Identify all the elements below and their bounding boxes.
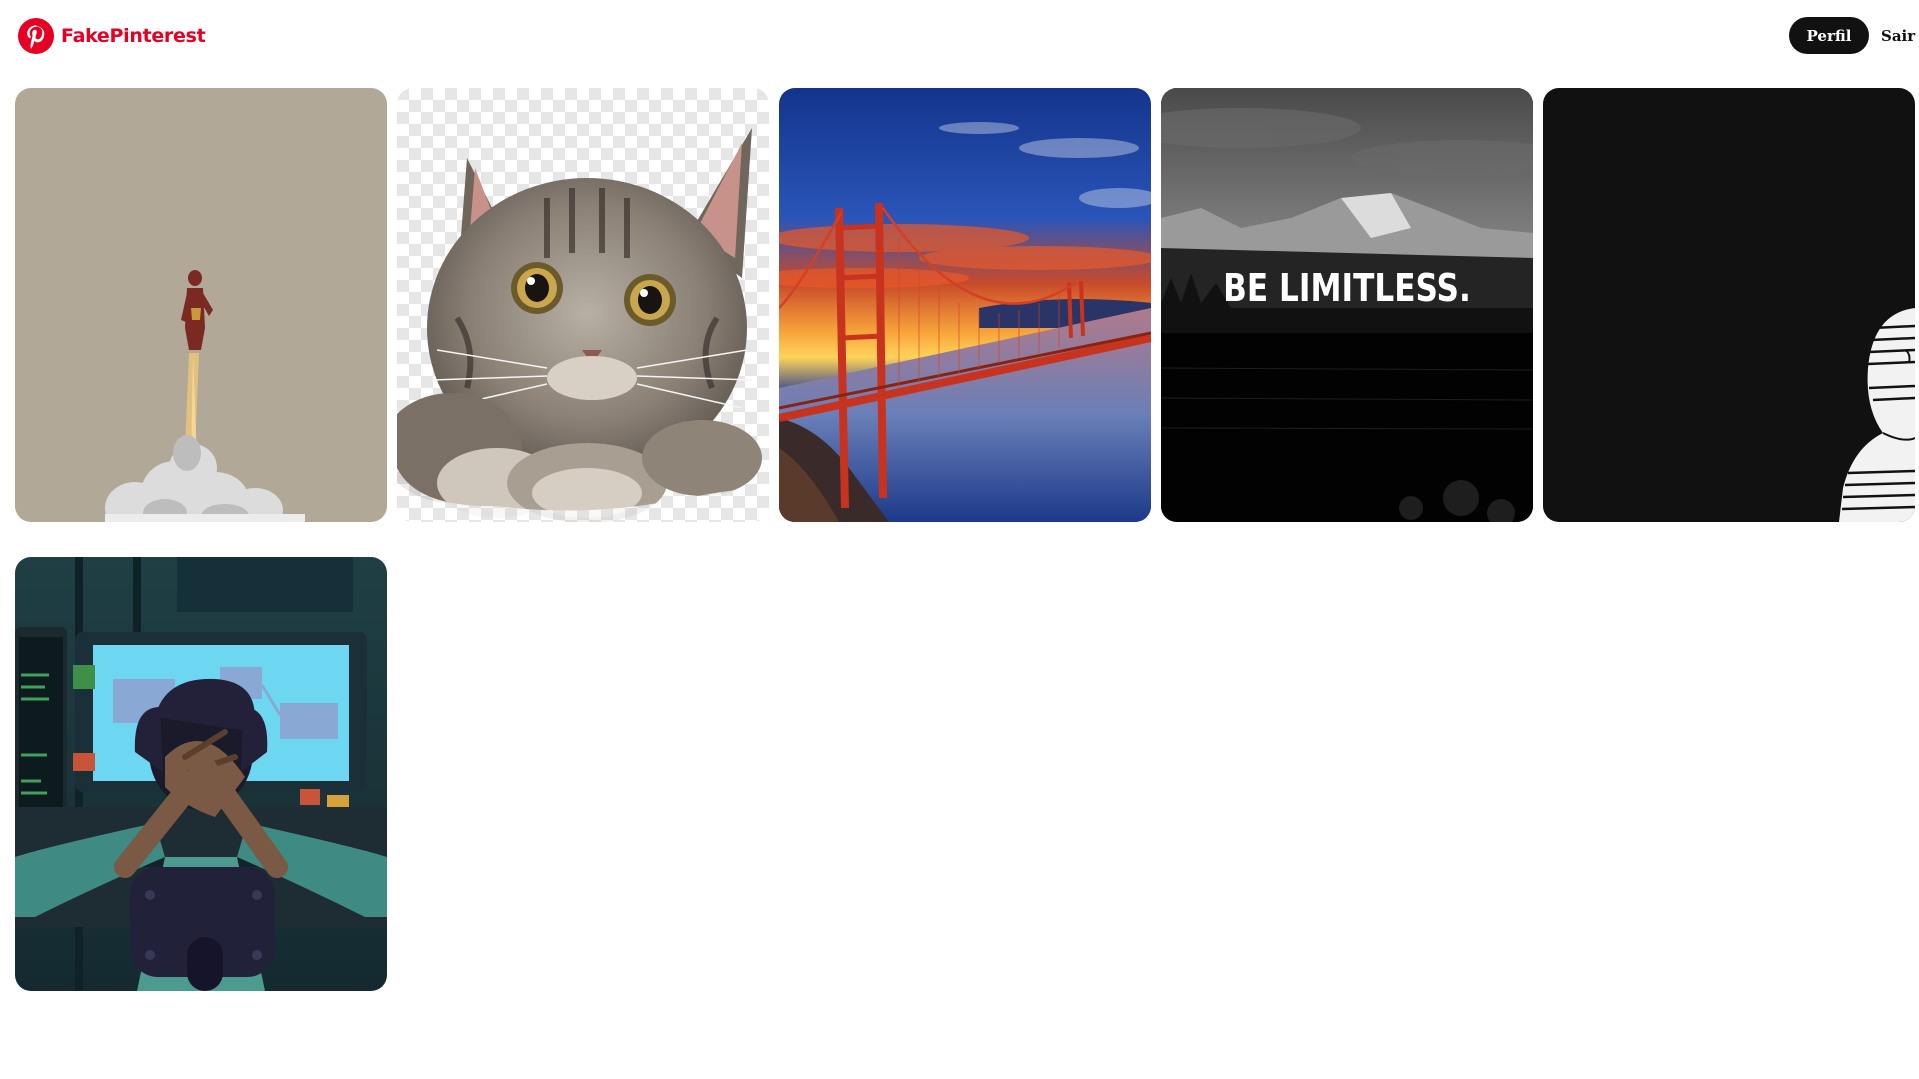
brand-name: FakePinterest	[61, 25, 206, 47]
logout-button[interactable]: Sair	[1881, 27, 1919, 45]
pin-card-kitten[interactable]	[397, 88, 769, 522]
user-nav: Perfil Sair	[1789, 17, 1919, 54]
dark-character-image	[1543, 88, 1915, 522]
kitten-image	[397, 88, 769, 522]
brand-home-link[interactable]: FakePinterest	[18, 18, 206, 54]
pin-card-programmer[interactable]	[15, 557, 387, 991]
flying-hero-image	[15, 88, 387, 522]
pin-card-flying-hero[interactable]	[15, 88, 387, 522]
profile-button[interactable]: Perfil	[1789, 17, 1869, 54]
pin-card-dark-character[interactable]	[1543, 88, 1915, 522]
pinterest-logo-icon	[18, 18, 54, 54]
pin-card-golden-gate[interactable]	[779, 88, 1151, 522]
golden-gate-image	[779, 88, 1151, 522]
mountain-lake-image	[1161, 88, 1533, 522]
programmer-image	[15, 557, 387, 991]
pin-overlay-text: BE LIMITLESS.	[1223, 266, 1471, 310]
pin-card-be-limitless[interactable]: BE LIMITLESS.	[1161, 88, 1533, 522]
top-navbar: FakePinterest Perfil Sair	[0, 0, 1919, 70]
